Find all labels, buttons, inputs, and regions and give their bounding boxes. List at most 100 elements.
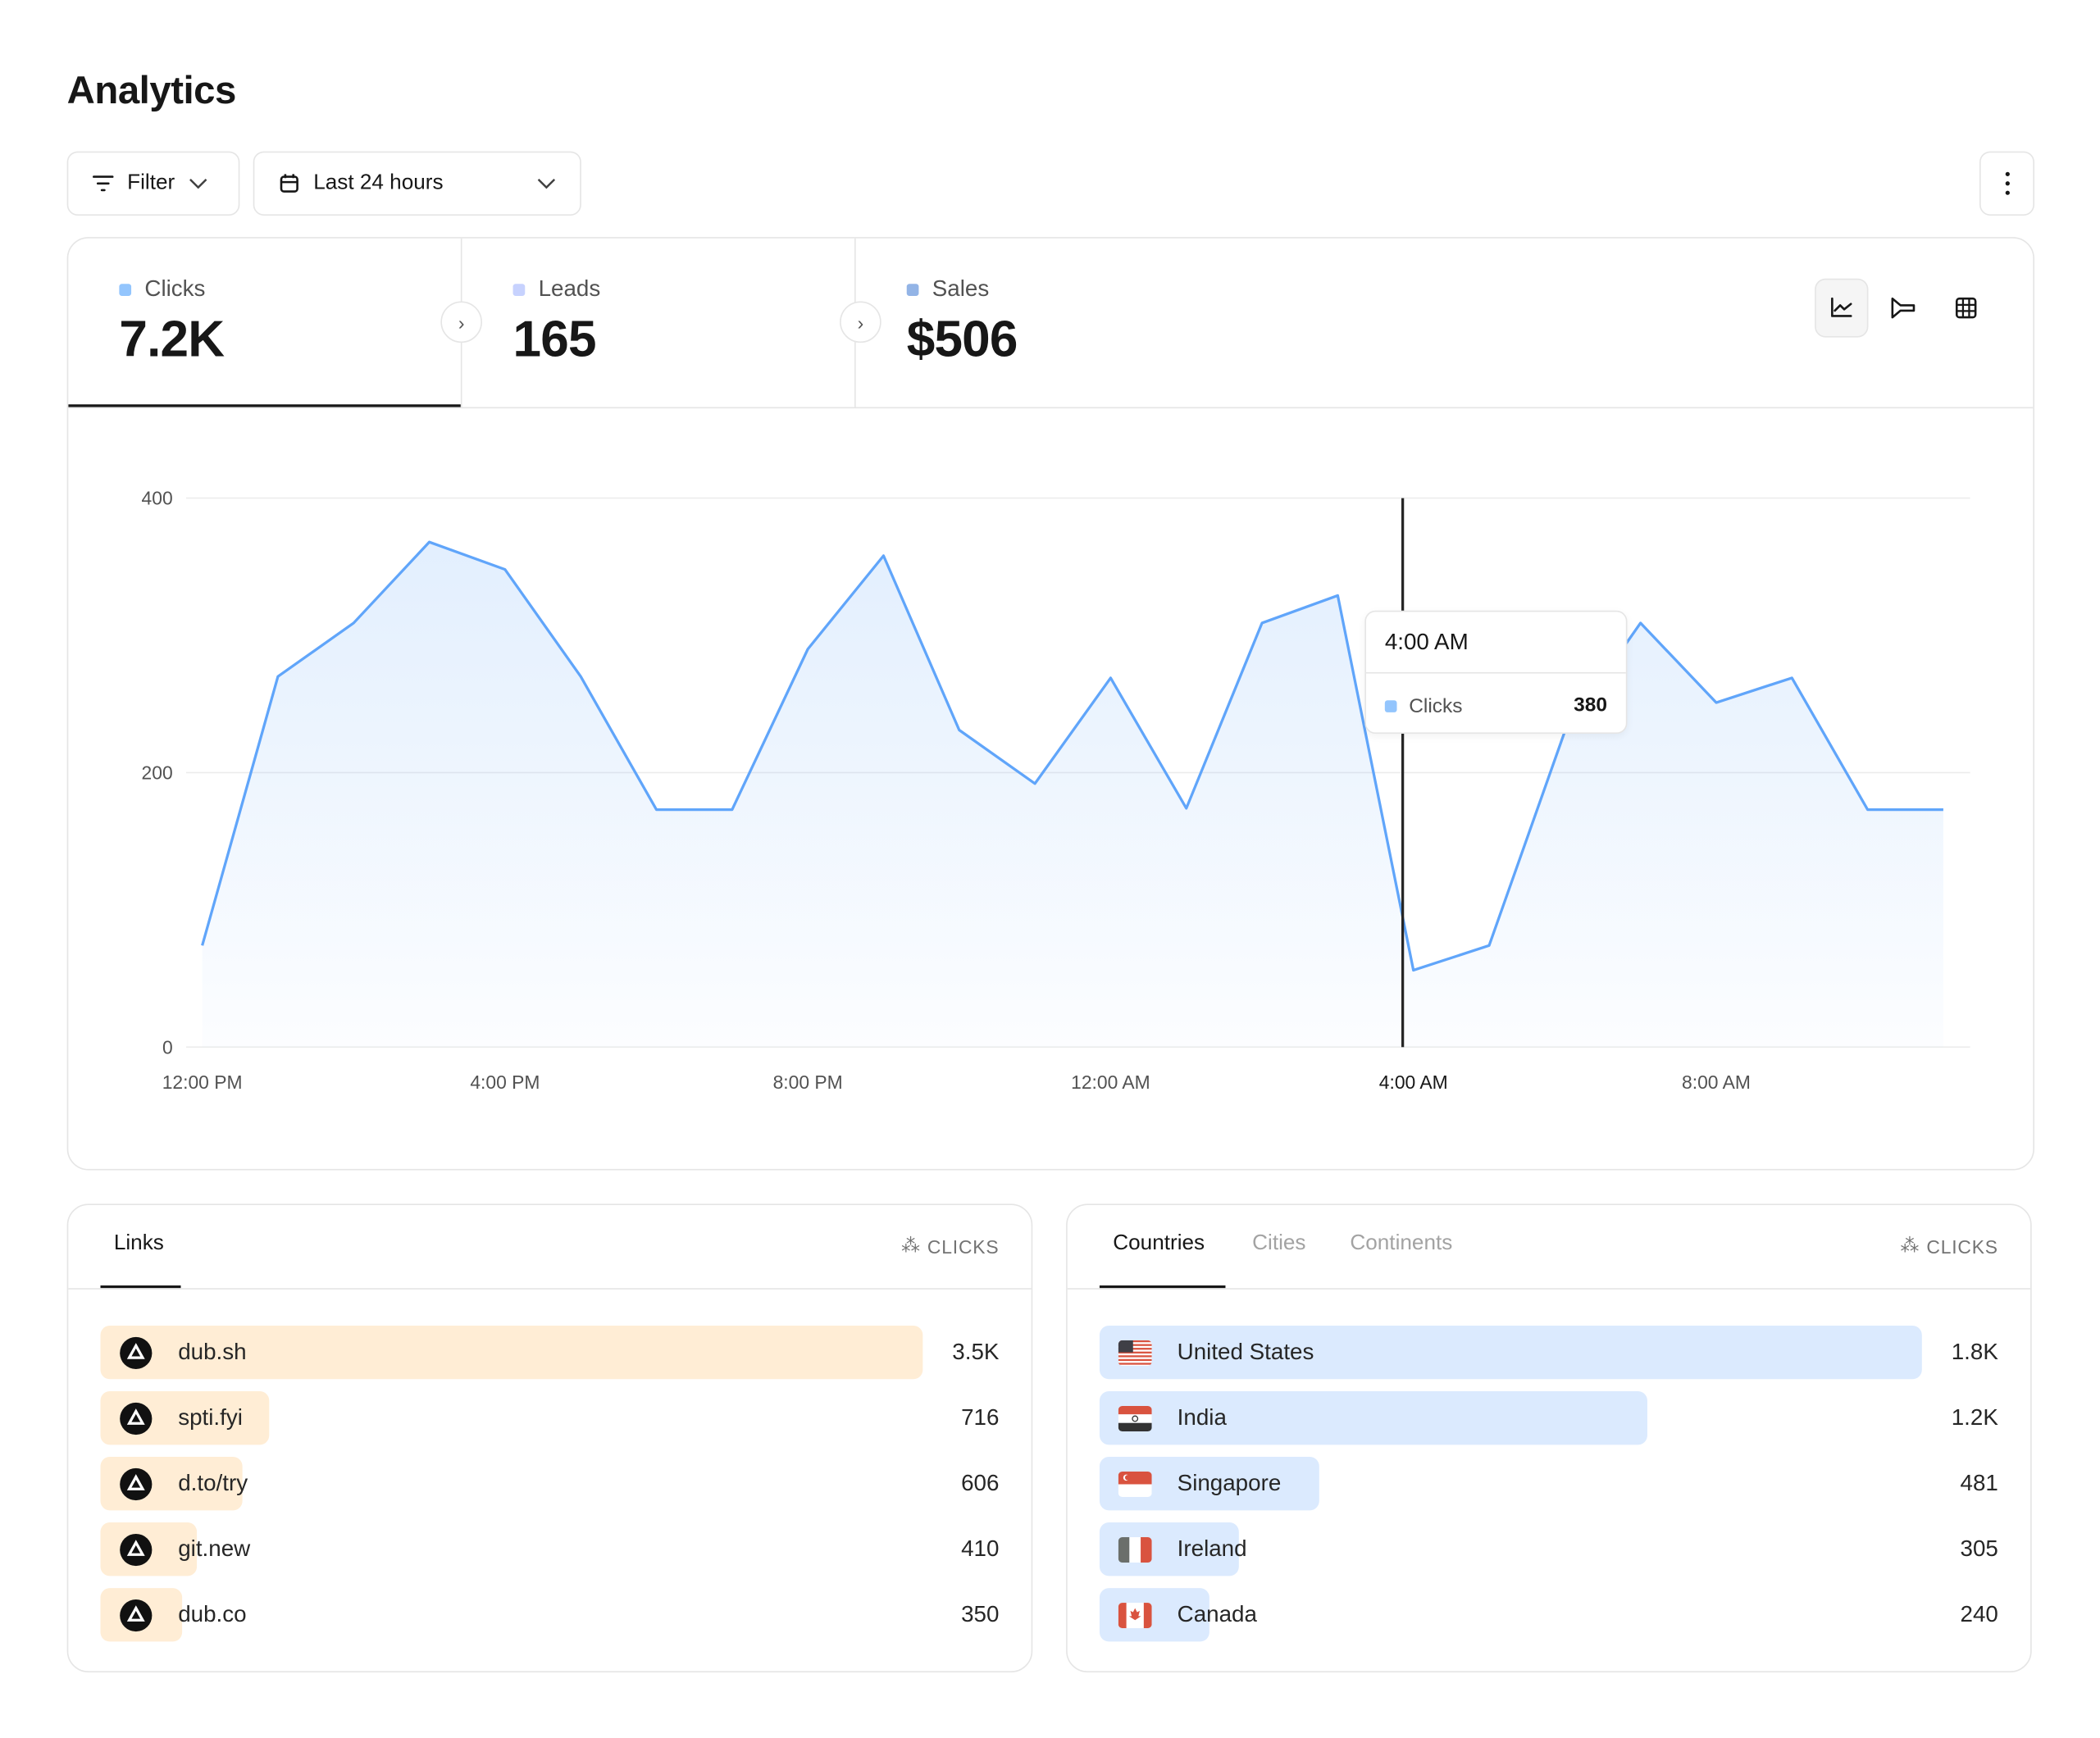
stat-sales[interactable]: Sales $506 <box>854 238 1256 407</box>
locations-card: Countries Cities Continents ⁂ CLICKS Unit… <box>1066 1203 2032 1672</box>
x-tick-label: 12:00 AM <box>1071 1071 1150 1093</box>
item-name: d.to/try <box>178 1470 248 1496</box>
item-name: United States <box>1177 1339 1314 1365</box>
sales-color-swatch <box>906 283 919 296</box>
list-item[interactable]: dub.sh 3.5K <box>100 1325 1000 1380</box>
stat-label: Leads <box>538 275 601 302</box>
leads-color-swatch <box>512 283 526 296</box>
clicks-line <box>201 540 1943 972</box>
funnel-icon <box>1891 297 1916 319</box>
chevron-down-icon <box>537 178 556 189</box>
clicks-area-chart[interactable]: 0 200 400 4:00 PM 8:00 PM 12:00 AM 4:00 AM 8:00… <box>68 239 2034 1171</box>
clicks-area <box>202 542 1943 1048</box>
item-count: 305 <box>1960 1536 1998 1562</box>
stat-value: $506 <box>906 312 1018 369</box>
flag-sg-icon <box>1118 1467 1152 1501</box>
line-chart-view-button[interactable] <box>1815 278 1869 338</box>
list-item[interactable]: git.new 410 <box>100 1522 999 1576</box>
clicks-color-swatch <box>119 283 132 296</box>
chart-tooltip: 4:00 AM Clicks 380 <box>1364 610 1628 735</box>
tooltip-value: 380 <box>1574 694 1607 717</box>
links-card: Links ⁂ CLICKS dub.sh 3.5K spti.fyi 716 d… <box>66 1203 1033 1672</box>
item-count: 410 <box>961 1536 1000 1562</box>
value-bar <box>1099 1588 1209 1642</box>
link-favicon-icon <box>119 1402 153 1435</box>
stats-divider <box>68 407 2034 409</box>
y-tick-label: 200 <box>142 762 173 784</box>
tab-countries[interactable]: Countries <box>1113 1231 1205 1255</box>
list-item[interactable]: dub.co 350 <box>100 1588 1000 1642</box>
more-options-button[interactable] <box>1979 151 2034 216</box>
item-count: 3.5K <box>952 1339 1000 1365</box>
stat-label: Sales <box>932 275 990 302</box>
cursor-click-icon: ⁂ <box>901 1234 921 1257</box>
tab-cities[interactable]: Cities <box>1252 1231 1306 1255</box>
table-grid-icon <box>1955 297 1977 319</box>
page-title: Analytics <box>66 69 237 113</box>
x-tick-label: 12:00 PM <box>162 1071 243 1093</box>
item-name: Canada <box>1177 1601 1257 1627</box>
funnel-view-button[interactable] <box>1876 279 1929 338</box>
value-bar <box>1099 1390 1648 1445</box>
filter-icon <box>93 175 114 192</box>
stat-label: Clicks <box>144 275 206 302</box>
value-bar <box>100 1325 923 1380</box>
filter-button[interactable]: Filter <box>66 151 240 216</box>
filter-label: Filter <box>127 171 175 194</box>
item-name: dub.sh <box>178 1339 247 1365</box>
item-count: 1.8K <box>1951 1339 1998 1365</box>
active-tab-indicator <box>100 1285 181 1289</box>
table-view-button[interactable] <box>1939 279 1993 338</box>
value-bar <box>1099 1325 1922 1380</box>
x-tick-label: 4:00 AM <box>1379 1071 1448 1093</box>
item-count: 240 <box>1960 1601 1998 1627</box>
list-item[interactable]: spti.fyi 716 <box>100 1390 1000 1445</box>
item-count: 1.2K <box>1951 1404 1998 1431</box>
date-range-label: Last 24 hours <box>313 171 444 194</box>
item-name: Ireland <box>1177 1536 1247 1562</box>
link-favicon-icon <box>119 1533 153 1567</box>
flag-ca-icon <box>1118 1599 1152 1632</box>
analytics-chart-card: Clicks 7.2K Leads 165 Sales $506 › › 0 20… <box>66 237 2034 1171</box>
stat-clicks[interactable]: Clicks 7.2K <box>68 239 461 407</box>
line-chart-icon <box>1831 297 1852 317</box>
tooltip-series: Clicks <box>1409 694 1463 718</box>
x-tick-label: 8:00 PM <box>773 1071 843 1093</box>
list-item[interactable]: Singapore 481 <box>1099 1457 1998 1511</box>
list-item[interactable]: Canada 240 <box>1099 1588 1998 1642</box>
date-range-select[interactable]: Last 24 hours <box>253 151 581 216</box>
item-count: 481 <box>1960 1470 1998 1496</box>
item-count: 716 <box>961 1404 1000 1431</box>
chevron-right-icon: › <box>840 301 881 344</box>
item-name: spti.fyi <box>178 1404 243 1431</box>
metric-label: ⁂ CLICKS <box>1900 1234 1998 1257</box>
active-tab-indicator <box>1099 1285 1226 1289</box>
tooltip-title: 4:00 AM <box>1384 629 1469 655</box>
clicks-color-swatch <box>1384 700 1397 712</box>
item-count: 350 <box>961 1601 1000 1627</box>
flag-in-icon <box>1118 1402 1152 1435</box>
metric-label: ⁂ CLICKS <box>901 1234 1000 1257</box>
tab-continents[interactable]: Continents <box>1350 1231 1453 1255</box>
flag-us-icon <box>1118 1336 1152 1370</box>
list-item[interactable]: United States 1.8K <box>1099 1325 1998 1380</box>
chevron-down-icon <box>189 178 207 189</box>
tab-links[interactable]: Links <box>113 1231 164 1255</box>
x-tick-label: 8:00 AM <box>1682 1071 1751 1093</box>
flag-ie-icon <box>1118 1533 1152 1567</box>
list-item[interactable]: India 1.2K <box>1099 1390 1998 1445</box>
cursor-click-icon: ⁂ <box>1900 1234 1920 1257</box>
list-item[interactable]: d.to/try 606 <box>100 1457 1000 1511</box>
y-tick-label: 0 <box>162 1036 173 1058</box>
x-tick-label: 4:00 PM <box>470 1071 540 1093</box>
chevron-right-icon: › <box>440 301 482 344</box>
item-count: 606 <box>961 1470 1000 1496</box>
stat-leads[interactable]: Leads 165 <box>460 238 854 407</box>
item-name: Singapore <box>1177 1470 1282 1496</box>
link-favicon-icon <box>119 1336 153 1370</box>
link-favicon-icon <box>119 1467 153 1501</box>
item-name: India <box>1177 1404 1227 1431</box>
list-item[interactable]: Ireland 305 <box>1099 1522 1998 1576</box>
stat-value: 7.2K <box>119 312 225 369</box>
more-vertical-icon <box>2004 171 2010 195</box>
